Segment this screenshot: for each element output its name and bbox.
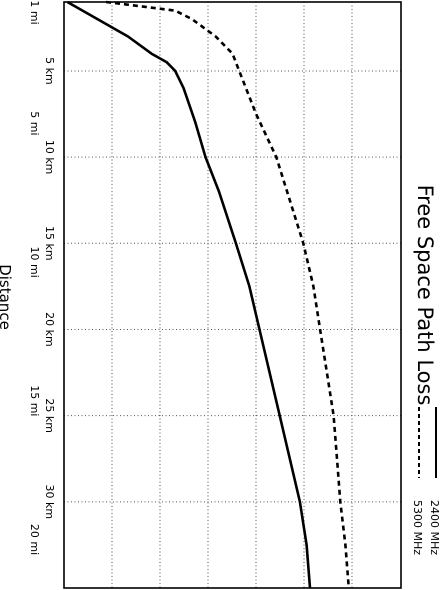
legend: 2400 MHz 5300 MHz: [411, 407, 441, 555]
x-tick-label-km: 30 km: [43, 485, 56, 520]
x-tick-label-mi: 10 mi: [28, 247, 41, 278]
grid-layer: [64, 2, 401, 588]
x-tick-label-mi: 5 mi: [28, 111, 41, 135]
x-tick-label-km: 25 km: [43, 398, 56, 433]
x-axis-label: Distance: [0, 264, 14, 330]
series-line-2400-mhz: [66, 0, 312, 589]
chart-title: Free Space Path Loss: [413, 185, 437, 406]
series-line-5300-mhz: [105, 0, 351, 589]
series-layer: [66, 0, 351, 589]
plot-area-frame: [63, 1, 402, 589]
x-tick-label-mi: 1 mi: [28, 0, 41, 24]
x-tick-label-mi: 15 mi: [28, 385, 41, 416]
x-tick-label-km: 5 km: [43, 57, 56, 85]
legend-label-5300mhz: 5300 MHz: [411, 500, 424, 555]
x-tick-label-km: 15 km: [43, 226, 56, 261]
x-tick-label-km: 10 km: [43, 140, 56, 175]
x-tick-label-mi: 20 mi: [28, 524, 41, 555]
legend-label-2400mhz: 2400 MHz: [428, 500, 441, 555]
tick-layer: 5 km 10 km 15 km 20 km 25 km 30 km 1 mi 5 mi 10 …: [28, 0, 56, 555]
x-tick-label-km: 20 km: [43, 312, 56, 347]
